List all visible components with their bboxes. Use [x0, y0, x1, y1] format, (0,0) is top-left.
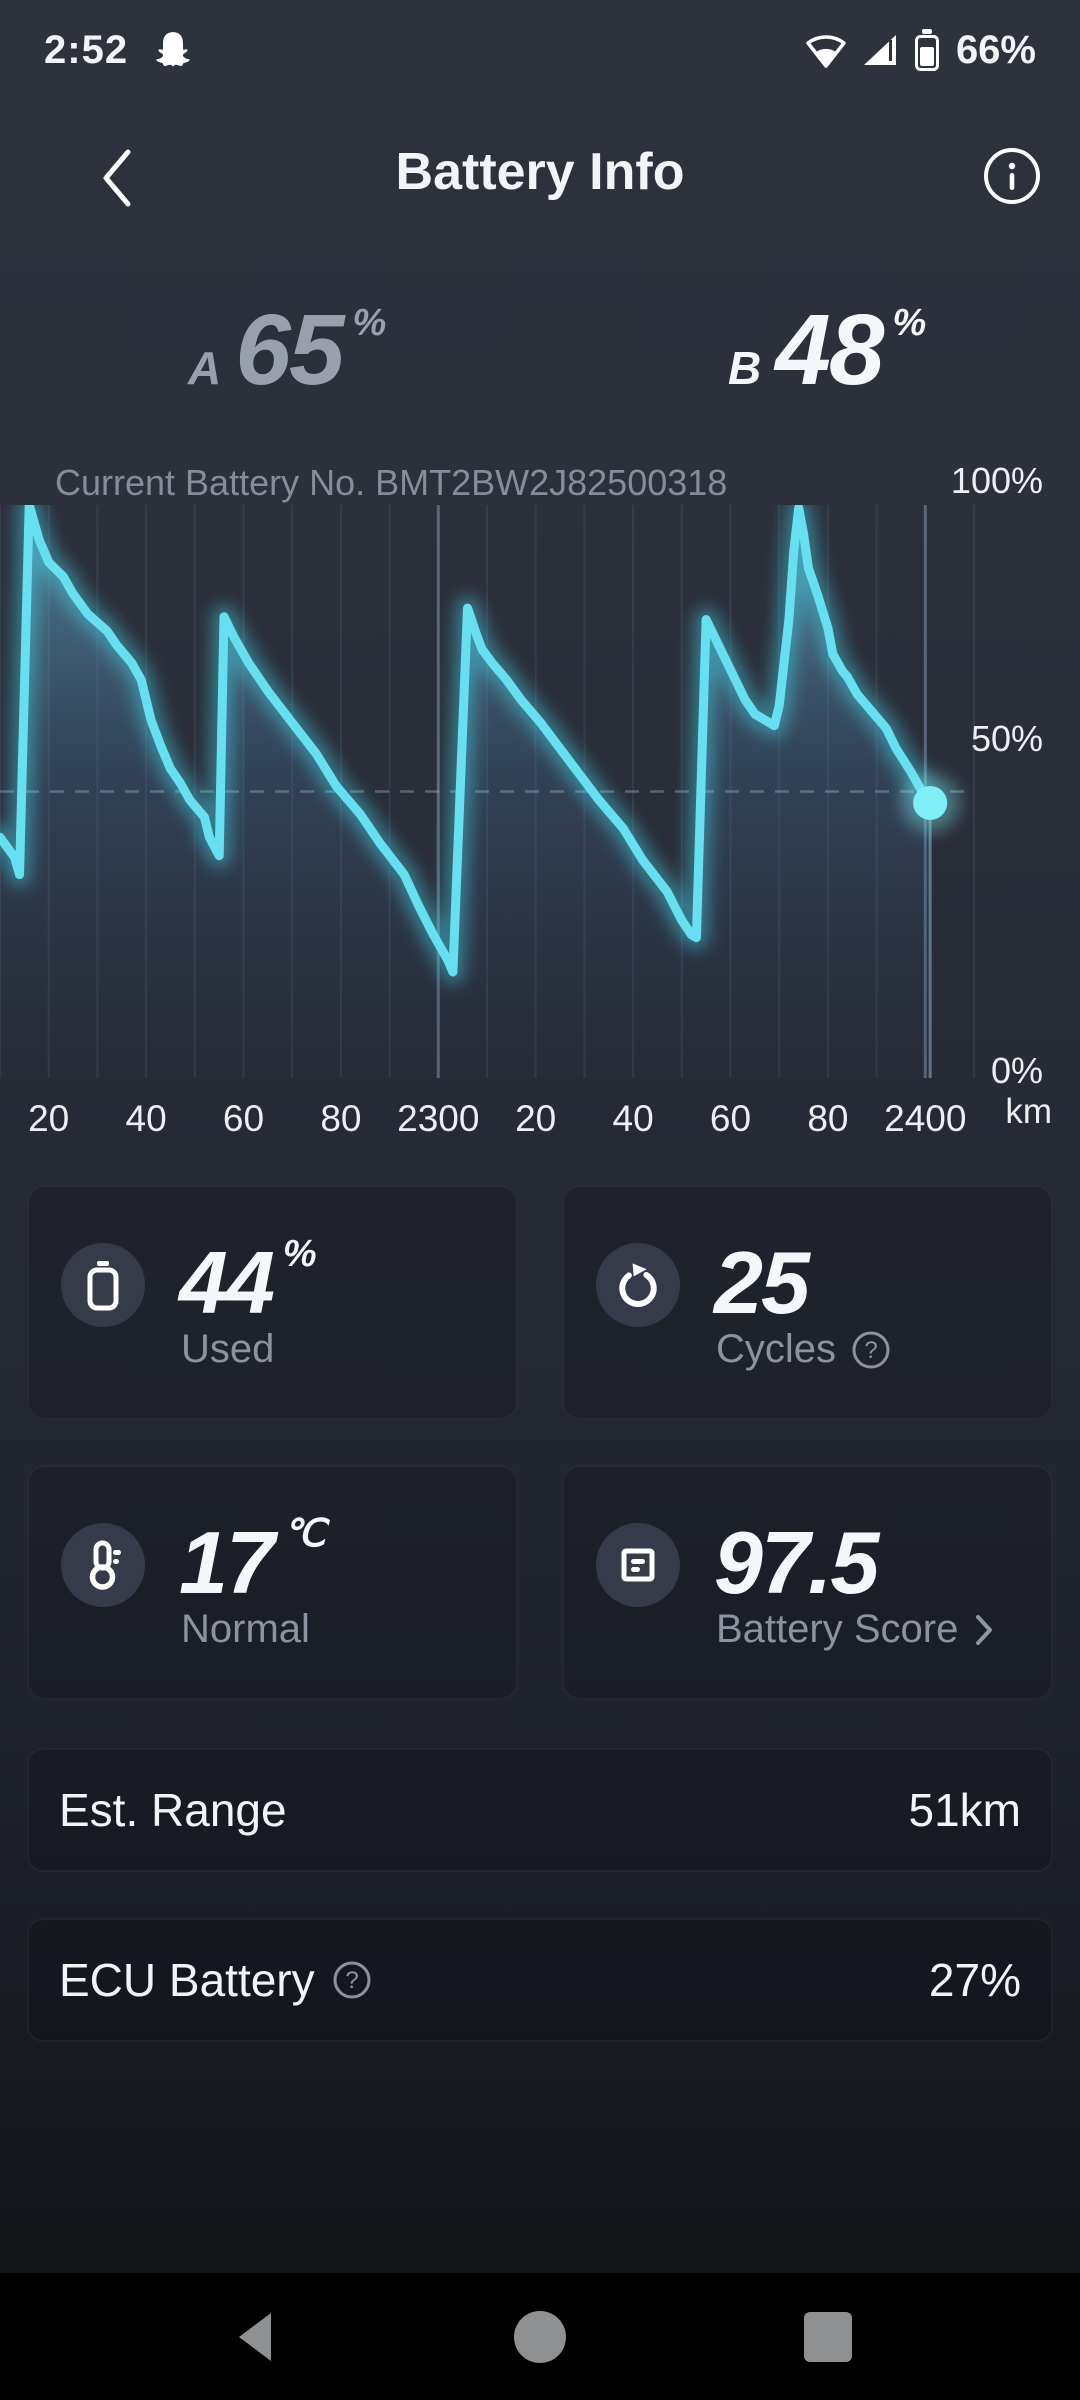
- nav-recents-button[interactable]: [768, 2273, 888, 2400]
- nav-home-button[interactable]: [480, 2273, 600, 2400]
- temperature-label: Normal: [181, 1607, 310, 1651]
- est-range-row: Est. Range 51km: [27, 1748, 1053, 1872]
- x-axis-labels: 20 40 60 80 2300 20 40 60 80 2400: [0, 1098, 1080, 1146]
- battery-a-percent: 65: [235, 294, 344, 406]
- app-bar: Battery Info: [0, 118, 1080, 238]
- est-range-value: 51km: [908, 1784, 1021, 1836]
- score-icon: [596, 1523, 680, 1607]
- x-tick-label: 2400: [884, 1098, 967, 1139]
- android-nav-bar: [0, 2273, 1080, 2400]
- ecu-battery-row: ECU Battery ? 27%: [27, 1918, 1053, 2042]
- y-axis-label-50: 50%: [970, 718, 1043, 759]
- x-tick-label: 40: [125, 1098, 167, 1139]
- battery-b-percent: 48: [775, 294, 884, 406]
- svg-text:?: ?: [864, 1337, 877, 1364]
- x-tick-label: 80: [807, 1098, 849, 1139]
- est-range-label: Est. Range: [59, 1784, 287, 1836]
- used-value: 44%: [179, 1233, 317, 1332]
- card-cycles: 25 Cycles ?: [562, 1185, 1053, 1420]
- nav-back-button[interactable]: [195, 2273, 315, 2400]
- cycles-help-icon[interactable]: ?: [850, 1329, 892, 1371]
- svg-text:?: ?: [345, 1967, 358, 1994]
- thermometer-icon: [61, 1523, 145, 1607]
- x-tick-label: 20: [28, 1098, 70, 1139]
- temperature-value: 17 ℃: [179, 1513, 326, 1612]
- cycles-label: Cycles ?: [716, 1327, 892, 1372]
- cycles-value: 25: [714, 1233, 810, 1332]
- y-axis-label-100: 100%: [950, 460, 1043, 501]
- battery-b-letter: B: [728, 342, 762, 394]
- current-position-dot-core: [913, 785, 948, 820]
- x-tick-label: 40: [612, 1098, 654, 1139]
- card-used: 44% Used: [27, 1185, 518, 1420]
- x-tick-label: 60: [222, 1098, 265, 1139]
- status-bar: 2:52 66%: [0, 0, 1080, 100]
- used-label: Used: [181, 1327, 275, 1371]
- clock: 2:52: [44, 27, 129, 72]
- battery-a-unit: %: [352, 302, 387, 344]
- card-battery-score[interactable]: 97.5 Battery Score: [562, 1465, 1053, 1700]
- battery-icon: [61, 1243, 145, 1327]
- tab-battery-a[interactable]: A 65 %: [188, 300, 386, 420]
- snapchat-notification-icon: [154, 29, 192, 71]
- battery-b-unit: %: [892, 302, 927, 344]
- ecu-battery-value: 27%: [928, 1954, 1021, 2006]
- info-icon[interactable]: [980, 144, 1044, 208]
- battery-score-value: 97.5: [714, 1513, 879, 1612]
- x-tick-label: 80: [320, 1098, 362, 1139]
- x-tick-label: 60: [709, 1098, 752, 1139]
- ecu-help-icon[interactable]: ?: [331, 1959, 373, 2001]
- card-temperature: 17 ℃ Normal: [27, 1465, 518, 1700]
- battery-history-chart[interactable]: [0, 505, 1080, 1078]
- tab-battery-b[interactable]: B 48 %: [728, 300, 926, 420]
- x-tick-label: 2300: [397, 1098, 480, 1139]
- cellular-signal-icon: [860, 32, 900, 68]
- cycles-icon: [596, 1243, 680, 1327]
- x-axis-unit: km: [1005, 1092, 1052, 1131]
- wifi-icon: [804, 30, 848, 70]
- battery-serial-caption: Current Battery No. BMT2BW2J82500318: [55, 462, 728, 503]
- battery-status-icon: [912, 27, 942, 73]
- y-axis-label-0: 0%: [990, 1050, 1043, 1091]
- chevron-right-icon: [972, 1612, 996, 1648]
- x-tick-label: 20: [515, 1098, 557, 1139]
- battery-percent-text: 66%: [955, 27, 1036, 72]
- battery-a-letter: A: [188, 342, 222, 394]
- battery-score-label: Battery Score: [716, 1607, 996, 1652]
- ecu-battery-label: ECU Battery ?: [59, 1953, 373, 2007]
- back-button[interactable]: [88, 146, 152, 210]
- page-title: Battery Info: [395, 143, 685, 201]
